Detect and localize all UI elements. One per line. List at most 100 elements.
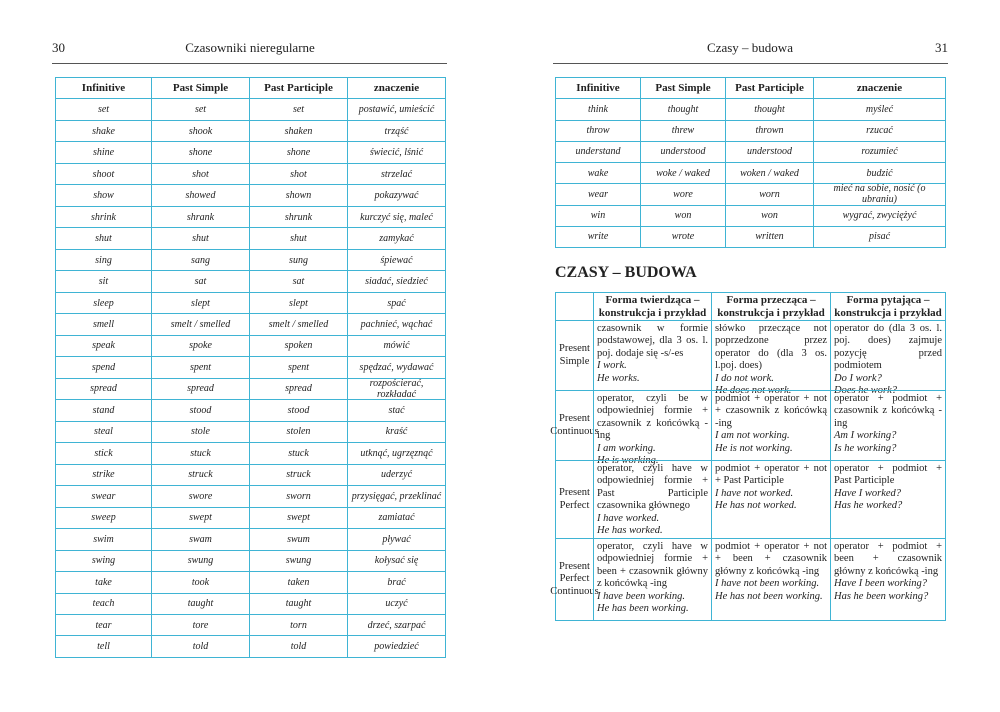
table-cell: taught — [151, 592, 250, 615]
table-cell: write — [555, 225, 641, 248]
table-cell: zamiatać — [347, 506, 446, 530]
table-cell: shoot — [55, 162, 152, 186]
table-cell: tore — [151, 614, 250, 637]
table-cell: tell — [55, 635, 152, 658]
example: I have not worked. — [715, 487, 794, 499]
column-header: Past Participle — [725, 77, 814, 100]
table-cell: świecić, lśnić — [347, 141, 446, 164]
table-cell: slept — [151, 291, 250, 315]
table-cell: shone — [151, 141, 250, 164]
table-cell: swept — [249, 506, 348, 530]
construction: podmiot + operator + not + been + czasow… — [715, 541, 827, 577]
table-cell: swing — [55, 549, 152, 573]
tense-cell: operator + podmiot + czasownik z końcówk… — [830, 390, 946, 461]
table-cell: kurczyć się, maleć — [347, 205, 446, 229]
header-rule — [52, 63, 447, 64]
table-cell: won — [640, 204, 726, 227]
table-cell: trząść — [347, 119, 446, 143]
column-header: Infinitive — [555, 77, 641, 100]
example: I have not been working. — [715, 578, 820, 590]
table-cell: spędzać, wydawać — [347, 356, 446, 379]
tense-cell: podmiot + operator + not + been + czasow… — [711, 538, 831, 621]
table-cell: wrote — [640, 225, 726, 248]
example: Have I worked? — [834, 487, 902, 499]
table-cell: shut — [249, 227, 348, 250]
table-cell: stolen — [249, 420, 348, 444]
table-cell: pokazywać — [347, 184, 446, 207]
table-cell: swum — [249, 528, 348, 551]
table-cell: shrank — [151, 205, 250, 229]
construction: słówko przeczące not poprzedzone przez o… — [715, 323, 827, 372]
example: I work. — [597, 360, 627, 372]
table-cell: taught — [249, 592, 348, 615]
column-header: znaczenie — [347, 77, 446, 100]
table-cell: shook — [151, 119, 250, 143]
table-cell: shrink — [55, 205, 152, 229]
table-cell: smelt / smelled — [249, 313, 348, 336]
column-header: Infinitive — [55, 77, 152, 100]
corner-cell — [555, 292, 594, 321]
table-cell: shut — [151, 227, 250, 250]
table-cell: swore — [151, 485, 250, 508]
header-rule — [553, 63, 948, 64]
table-cell: swung — [151, 549, 250, 573]
construction: podmiot + operator + not + Past Particip… — [715, 463, 827, 487]
tense-cell: podmiot + operator + not + czasownik z k… — [711, 390, 831, 461]
table-cell: smelt / smelled — [151, 313, 250, 336]
table-cell: spać — [347, 291, 446, 315]
example: He has not been working. — [715, 590, 823, 602]
tense-name: Present Perfect — [555, 460, 594, 539]
table-cell: taken — [249, 571, 348, 594]
table-cell: strzelać — [347, 162, 446, 186]
table-cell: kraść — [347, 420, 446, 444]
table-cell: utknąć, ugrzęznąć — [347, 442, 446, 465]
tense-name: Present Continuous — [550, 390, 599, 461]
table-cell: torn — [249, 614, 348, 637]
table-cell: shake — [55, 119, 152, 143]
tense-cell: podmiot + operator + not + Past Particip… — [711, 460, 831, 539]
table-cell: shone — [249, 141, 348, 164]
example: Is he working? — [834, 442, 897, 454]
table-cell: set — [151, 98, 250, 121]
table-cell: shown — [249, 184, 348, 207]
column-header: Forma pytająca – konstrukcja i przykład — [830, 292, 946, 321]
table-cell: won — [725, 204, 814, 227]
example: I do not work. — [715, 372, 774, 384]
table-cell: zamykać — [347, 227, 446, 250]
column-header: Past Simple — [640, 77, 726, 100]
table-cell: sat — [151, 270, 250, 293]
tense-name: Present Perfect Continuous — [550, 538, 599, 621]
table-cell: understood — [640, 140, 726, 163]
table-cell: show — [55, 184, 152, 207]
table-cell: set — [55, 98, 152, 121]
table-cell: struck — [249, 463, 348, 487]
example: Has he worked? — [834, 500, 903, 512]
table-cell: set — [249, 98, 348, 121]
table-cell: sing — [55, 248, 152, 272]
table-cell: speak — [55, 334, 152, 358]
table-cell: thrown — [725, 119, 814, 142]
construction: operator + podmiot + Past Participle — [834, 463, 942, 487]
example: I am not working. — [715, 430, 790, 442]
table-cell: sleep — [55, 291, 152, 315]
section-title: CZASY – BUDOWA — [555, 264, 697, 281]
tense-cell: słówko przeczące not poprzedzone przez o… — [711, 320, 831, 396]
table-cell: sweep — [55, 506, 152, 530]
table-cell: shut — [55, 227, 152, 250]
construction: operator, czyli have w odpowiedniej form… — [597, 463, 708, 512]
table-cell: spent — [151, 356, 250, 379]
table-cell: sit — [55, 270, 152, 293]
example: He is not working. — [715, 442, 793, 454]
table-cell: spread — [249, 377, 348, 401]
table-cell: uderzyć — [347, 463, 446, 487]
table-cell: postawić, umieścić — [347, 98, 446, 121]
table-cell: uczyć — [347, 592, 446, 615]
table-cell: powiedzieć — [347, 635, 446, 658]
column-header: Past Simple — [151, 77, 250, 100]
table-cell: tear — [55, 614, 152, 637]
table-cell: stać — [347, 399, 446, 422]
table-cell: siadać, siedzieć — [347, 270, 446, 293]
example: He has worked. — [597, 525, 663, 537]
table-cell: sworn — [249, 485, 348, 508]
